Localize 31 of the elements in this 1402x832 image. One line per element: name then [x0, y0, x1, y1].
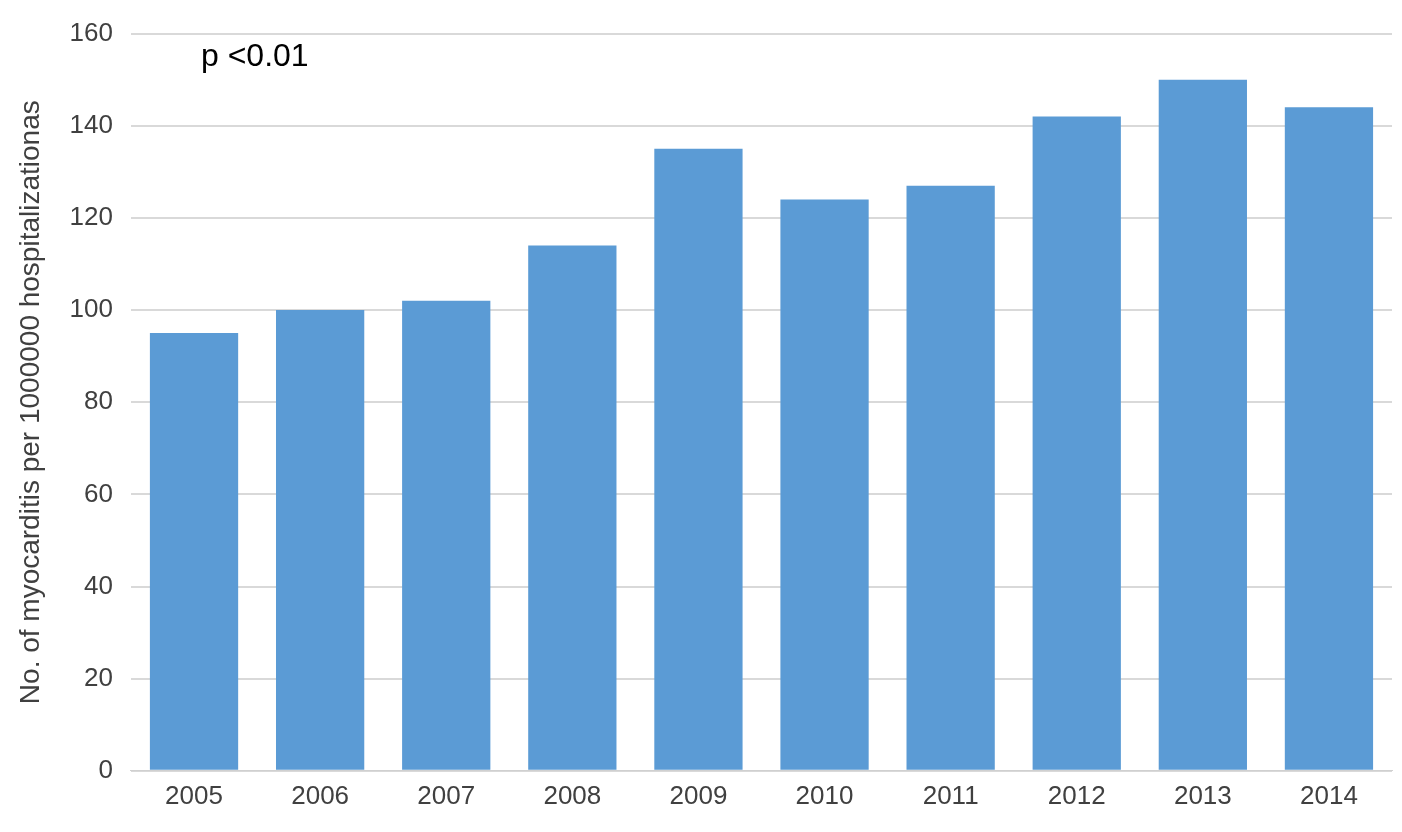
x-tick-label: 2012: [1047, 779, 1106, 810]
bar: [780, 199, 869, 770]
annotation: p <0.01: [200, 37, 309, 74]
y-axis-title: No. of myocarditis per 1000000 hospitalizationas: [13, 100, 45, 705]
x-tick-label: 2011: [922, 779, 979, 810]
x-tick-label: 2014: [1300, 779, 1358, 810]
x-tick-label: 2013: [1173, 779, 1232, 810]
bar: [276, 310, 365, 770]
x-tick-label: 2010: [795, 779, 854, 810]
x-tick-label: 2005: [165, 779, 223, 810]
y-tick-label: 20: [84, 661, 113, 692]
y-tick-label: 160: [69, 16, 113, 47]
y-tick-label: 140: [69, 108, 113, 139]
bar: [654, 148, 743, 770]
y-tick-label: 80: [84, 385, 113, 416]
y-tick-label: 100: [69, 293, 113, 324]
bar: [402, 300, 491, 770]
bar: [149, 333, 239, 770]
y-tick-label: 60: [84, 477, 113, 508]
x-tick-label: 2007: [417, 779, 476, 810]
x-tick-label: 2009: [669, 779, 728, 810]
bar: [1032, 116, 1121, 770]
bar: [528, 245, 617, 770]
bar: [906, 185, 995, 770]
y-tick-label: 120: [69, 201, 113, 232]
bar: [1158, 79, 1247, 770]
x-tick-label: 2008: [543, 779, 602, 810]
y-tick-label: 0: [98, 753, 113, 784]
y-tick-label: 40: [84, 569, 113, 600]
bar: [1284, 107, 1374, 770]
x-tick-label: 2006: [291, 779, 350, 810]
